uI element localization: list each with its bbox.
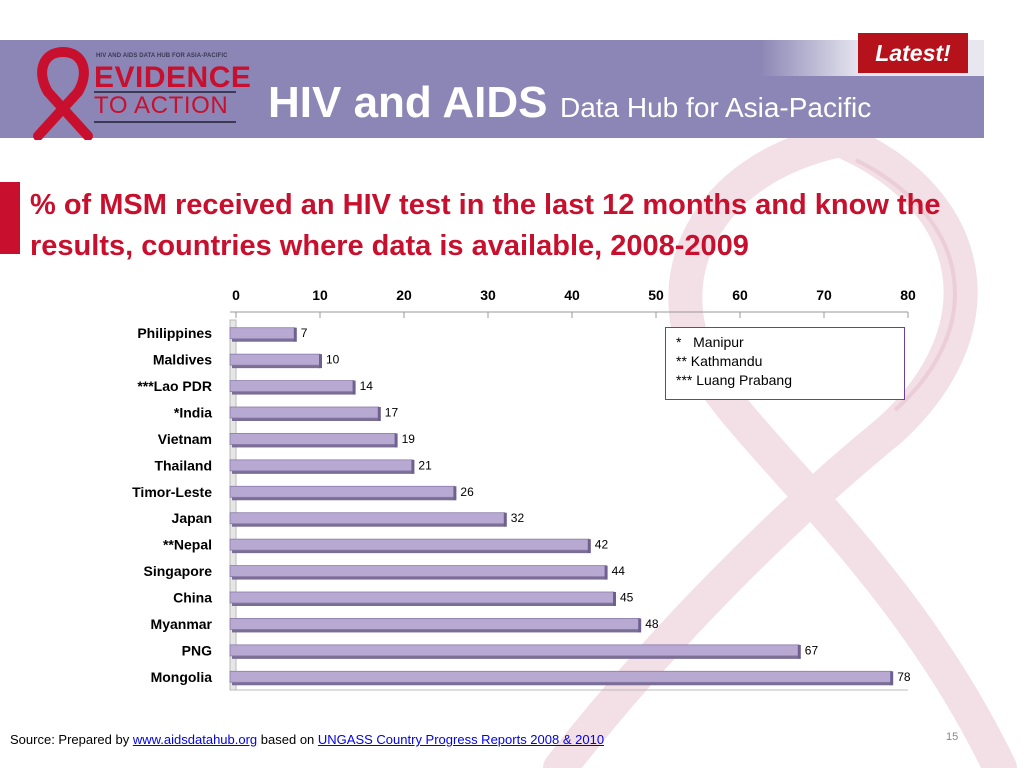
logo-divider [94, 121, 236, 123]
bar [229, 485, 455, 498]
bar [229, 353, 321, 366]
source-line: Source: Prepared by www.aidsdatahub.org … [10, 732, 604, 747]
slide-title: % of MSM received an HIV test in the las… [30, 189, 941, 262]
data-label: 7 [301, 326, 308, 340]
bar [229, 618, 640, 630]
bar-end-cap [453, 486, 457, 501]
category-label: China [173, 590, 212, 606]
x-tick-label: 50 [648, 287, 664, 303]
header-title-main: HIV and AIDS [268, 78, 548, 127]
category-label: Singapore [144, 563, 213, 579]
x-tick-label: 80 [900, 287, 916, 303]
data-label: 17 [385, 406, 399, 420]
bar-end-cap [352, 380, 356, 395]
logo-evidence: EVIDENCE [94, 61, 252, 94]
bar-end-cap [613, 592, 616, 606]
bar [229, 327, 296, 340]
data-label: 78 [897, 670, 911, 684]
bar [229, 644, 800, 657]
title-accent-bar [0, 182, 20, 254]
category-label: Vietnam [158, 431, 212, 447]
bar-end-cap [293, 327, 297, 342]
bar-end-cap [604, 565, 608, 580]
x-tick-label: 10 [312, 287, 328, 303]
bar [229, 591, 615, 604]
x-tick-label: 30 [480, 287, 496, 303]
category-label: ***Lao PDR [137, 378, 212, 394]
data-label: 19 [402, 432, 416, 446]
category-label: **Nepal [163, 537, 212, 553]
data-label: 10 [326, 353, 340, 367]
latest-badge[interactable]: Latest! [858, 33, 968, 73]
logo-tagline: HIV AND AIDS DATA HUB FOR ASIA-PACIFIC [96, 53, 228, 59]
bar [229, 538, 590, 551]
x-tick-label: 20 [396, 287, 412, 303]
bar-end-cap [587, 539, 591, 554]
category-label: Japan [172, 510, 212, 526]
bar-end-cap [394, 433, 398, 448]
bar-end-cap [377, 407, 381, 421]
aidsdatahub-link[interactable]: www.aidsdatahub.org [132, 732, 258, 747]
logo-to-action: TO ACTION [94, 92, 229, 119]
data-label: 14 [360, 379, 374, 393]
logo [18, 44, 240, 141]
data-label: 45 [620, 591, 634, 605]
axis-wall [229, 319, 237, 691]
data-label: 48 [645, 617, 659, 631]
category-label: Maldives [153, 352, 212, 368]
source-middle: based on [260, 732, 318, 747]
bar-end-cap [319, 354, 322, 369]
bar-end-cap [411, 459, 415, 474]
category-label: *India [174, 405, 212, 421]
category-label: Timor-Leste [132, 484, 212, 500]
note-item: * Manipur [676, 334, 744, 350]
data-label: 21 [418, 458, 432, 472]
x-tick-label: 40 [564, 287, 580, 303]
notes-box: * Manipur ** Kathmandu *** Luang Prabang [665, 327, 905, 400]
bar [229, 433, 397, 445]
bar-end-cap [890, 671, 894, 686]
bar-end-cap [503, 512, 507, 527]
bar-end-cap [638, 618, 642, 633]
data-label: 26 [460, 485, 474, 499]
note-item: ** Kathmandu [676, 353, 763, 369]
data-label: 42 [595, 538, 609, 552]
header-title-sub: Data Hub for Asia-Pacific [559, 92, 872, 123]
ungass-link[interactable]: UNGASS Country Progress Reports 2008 & 2… [317, 732, 605, 747]
note-item: *** Luang Prabang [676, 372, 792, 388]
category-label: Thailand [154, 457, 212, 473]
bar [229, 406, 380, 419]
logo-divider [94, 91, 236, 93]
bar [229, 565, 607, 577]
bar [229, 512, 506, 525]
x-tick-label: 0 [232, 287, 240, 303]
header-title: HIV and AIDS Data Hub for Asia-Pacific [268, 78, 871, 128]
category-label: Myanmar [151, 616, 213, 632]
category-label: Philippines [137, 325, 212, 341]
bar-end-cap [797, 644, 801, 659]
bar [229, 459, 413, 472]
data-label: 32 [511, 511, 525, 525]
data-label: 44 [612, 564, 626, 578]
page-number: 15 [946, 731, 959, 743]
source-prefix: Source: Prepared by [10, 732, 133, 747]
red-ribbon-icon [33, 47, 93, 141]
data-label: 67 [805, 643, 819, 657]
category-label: PNG [182, 642, 212, 658]
bar [229, 380, 354, 392]
x-tick-label: 60 [732, 287, 748, 303]
bar [229, 670, 892, 683]
x-tick-label: 70 [816, 287, 832, 303]
category-label: Mongolia [151, 669, 213, 685]
